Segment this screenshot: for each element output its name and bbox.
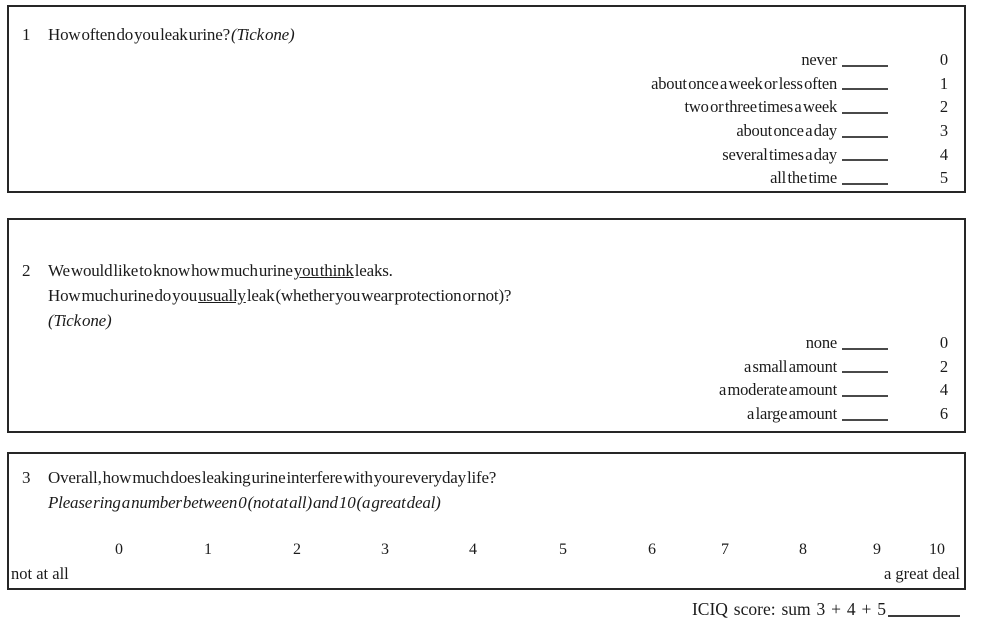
option-label: a large amount [747, 403, 837, 423]
option-row: two or three times a week 2 [9, 95, 964, 119]
scale-number-10[interactable]: 10 [929, 541, 945, 558]
option-label: several times a day [722, 144, 837, 164]
tick-blank[interactable] [842, 88, 888, 91]
question-2-text: We would like to know how much urine you… [48, 258, 964, 333]
question-2-number: 2 [22, 261, 31, 280]
option-row: about once a day 3 [9, 119, 964, 143]
option-row: a large amount 6 [9, 402, 964, 426]
option-score: 3 [939, 120, 949, 140]
scale-number-8[interactable]: 8 [799, 541, 807, 558]
tick-blank[interactable] [842, 418, 888, 421]
question-2-line1-pre: We would like to know how much urine [48, 261, 294, 280]
question-2-tick-instruction: (Tick one) [48, 311, 112, 330]
question-3-number: 3 [22, 468, 31, 487]
option-score: 4 [939, 380, 949, 400]
scale-number-3[interactable]: 3 [381, 541, 389, 558]
scale-number-2[interactable]: 2 [293, 541, 301, 558]
scale-number-9[interactable]: 9 [873, 541, 881, 558]
iciq-score-blank[interactable] [888, 615, 960, 617]
option-score: 2 [939, 97, 949, 117]
option-label: a moderate amount [718, 380, 837, 400]
option-row: about once a week or less often 1 [9, 72, 964, 96]
iciq-score-label: ICIQ score: sum 3 + 4 + 5 [691, 599, 886, 619]
scale-number-7[interactable]: 7 [721, 541, 729, 558]
question-2-line2-underlined: usually [198, 286, 246, 305]
option-row: a small amount 2 [9, 355, 964, 379]
tick-blank[interactable] [842, 395, 888, 398]
tick-blank[interactable] [842, 347, 888, 350]
tick-blank[interactable] [842, 159, 888, 162]
iciq-score-row: ICIQ score: sum 3 + 4 + 5 [0, 599, 960, 620]
option-label: about once a day [736, 120, 837, 140]
option-score: 6 [939, 403, 949, 423]
question-1-tick-instruction: (Tick one) [231, 25, 295, 44]
scale-number-0[interactable]: 0 [115, 541, 123, 558]
option-label: about once a week or less often [651, 73, 837, 93]
option-score: 1 [939, 73, 949, 93]
question-1-text-main: How often do you leak urine? [48, 25, 230, 44]
question-3-text: Overall, how much does leaking urine int… [48, 465, 964, 515]
question-2-line1-post: leaks. [353, 261, 393, 280]
scale-number-1[interactable]: 1 [204, 541, 212, 558]
option-row: all the time 5 [9, 166, 964, 190]
tick-blank[interactable] [842, 64, 888, 67]
tick-blank[interactable] [842, 112, 888, 115]
tick-blank[interactable] [842, 183, 888, 186]
scale-number-6[interactable]: 6 [648, 541, 656, 558]
option-row: none 0 [9, 331, 964, 355]
question-1-header: 1 How often do you leak urine? (Tick one… [9, 7, 964, 47]
option-label: all the time [770, 168, 837, 188]
option-row: never 0 [9, 48, 964, 72]
question-1-text: How often do you leak urine? (Tick one) [48, 22, 964, 47]
question-2-options: none 0 a small amount 2 a moderate amoun… [9, 331, 964, 426]
question-2-line1-underlined: you think [293, 261, 354, 280]
question-3-box: 3 Overall, how much does leaking urine i… [7, 452, 966, 590]
option-label: a small amount [743, 356, 837, 376]
question-3-header: 3 Overall, how much does leaking urine i… [9, 454, 964, 515]
question-2-header: 2 We would like to know how much urine y… [9, 220, 964, 333]
option-score: 4 [939, 144, 949, 164]
question-3-text-main: Overall, how much does leaking urine int… [48, 468, 497, 487]
option-row: a moderate amount 4 [9, 378, 964, 402]
question-1-box: 1 How often do you leak urine? (Tick one… [7, 5, 966, 193]
option-score: 2 [939, 356, 949, 376]
question-1-number: 1 [22, 25, 31, 44]
scale-number-4[interactable]: 4 [469, 541, 477, 558]
option-score: 0 [939, 332, 949, 352]
option-row: several times a day 4 [9, 143, 964, 167]
tick-blank[interactable] [842, 371, 888, 374]
scale-max-label: a great deal [883, 564, 960, 583]
tick-blank[interactable] [842, 135, 888, 138]
question-1-options: never 0 about once a week or less often … [9, 48, 964, 190]
option-score: 0 [939, 49, 949, 69]
option-label: none [805, 332, 837, 352]
question-2-box: 2 We would like to know how much urine y… [7, 218, 966, 433]
question-2-line2-pre: How much urine do you [48, 286, 199, 305]
option-label: two or three times a week [684, 97, 838, 117]
question-2-line2-post: leak (whether you wear protection or not… [245, 286, 512, 305]
scale-min-label: not at all [11, 564, 69, 583]
question-3-ring-instruction: Please ring a number between 0 (not at a… [48, 493, 441, 512]
option-score: 5 [939, 168, 949, 188]
scale-number-5[interactable]: 5 [559, 541, 567, 558]
option-label: never [801, 49, 837, 69]
